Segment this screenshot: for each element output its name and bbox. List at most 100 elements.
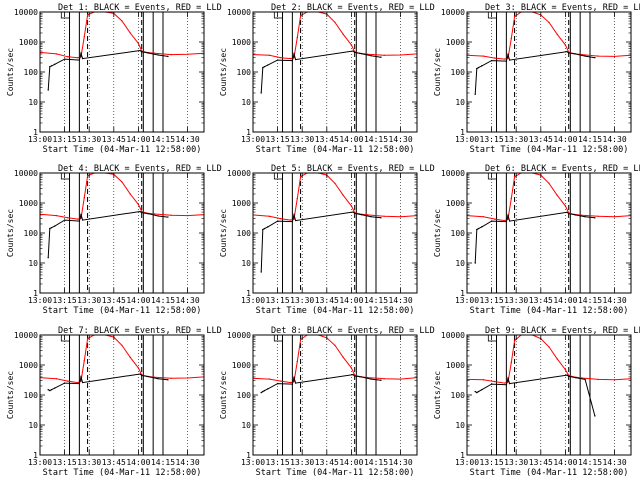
- series-events-point: [50, 389, 53, 391]
- panel-data: [40, 12, 204, 132]
- y-tick-label: 10: [455, 98, 465, 107]
- series-lld-point: [129, 356, 131, 359]
- series-lld-point: [77, 218, 79, 220]
- series-events-point: [80, 376, 82, 378]
- x-tick-label: 14:30: [603, 296, 627, 305]
- series-lld-point: [399, 215, 402, 218]
- series-lld-point: [564, 44, 567, 46]
- panel-title: Det 7: BLACK = Events, RED = LLD: [58, 326, 222, 336]
- y-tick-label: 1000: [446, 199, 465, 208]
- series-lld-point: [55, 214, 58, 217]
- x-tick-label: 13:00: [455, 458, 479, 467]
- series-lld-point: [268, 378, 271, 380]
- y-tick-label: 1: [246, 128, 251, 137]
- plot-frame: [466, 11, 632, 133]
- x-tick-label: 13:15: [480, 135, 504, 144]
- series-lld-point: [186, 214, 189, 217]
- panel-title: Det 4: BLACK = Events, RED = LLD: [58, 164, 222, 174]
- x-tick-label: 14:00: [126, 135, 150, 144]
- x-tick-label: 13:45: [102, 135, 126, 144]
- series-lld-point: [290, 381, 292, 384]
- series-lld-point: [504, 219, 506, 222]
- x-tick-label: 14:15: [151, 458, 175, 467]
- guard-bracket: [273, 12, 283, 19]
- panel-det-2: Det 2: BLACK = Events, RED = LLD 1 10 100 10…: [219, 3, 435, 155]
- plot-frame: [252, 172, 418, 294]
- panel-title: Det 6: BLACK = Events, RED = LLD: [485, 164, 640, 174]
- series-lld-point: [494, 380, 496, 383]
- y-axis-label: Counts/sec: [433, 209, 442, 257]
- series-events-point: [293, 376, 295, 379]
- series-events-point: [474, 93, 476, 96]
- panel-data: [467, 173, 631, 293]
- series-lld-point: [186, 377, 189, 379]
- series-events-point: [140, 211, 143, 214]
- y-tick-label: 10: [241, 259, 251, 268]
- series-events-point: [276, 59, 279, 61]
- y-tick-label: 10: [455, 421, 465, 430]
- y-tick-label: 1000: [19, 361, 38, 370]
- y-tick-label: 10: [28, 98, 38, 107]
- y-tick-label: 100: [451, 391, 466, 400]
- series-events-point: [50, 227, 53, 229]
- series-events-point: [508, 382, 511, 385]
- y-tick-label: 100: [237, 391, 252, 400]
- series-events-point: [157, 377, 159, 380]
- series-events-line: [260, 211, 381, 273]
- series-events-point: [477, 227, 480, 230]
- series-lld-point: [383, 215, 385, 218]
- series-lld-point: [121, 20, 123, 22]
- x-axis-label: Start Time (04-Mar-11 12:58:00): [43, 306, 202, 316]
- series-events-point: [594, 415, 596, 417]
- series-lld-point: [504, 382, 506, 384]
- series-events-point: [291, 220, 294, 223]
- series-lld-point: [597, 55, 599, 57]
- x-tick-label: 13:30: [290, 296, 314, 305]
- series-events-point: [81, 219, 84, 221]
- series-events-point: [566, 211, 568, 213]
- y-tick-label: 10000: [441, 169, 465, 178]
- series-lld-point: [597, 378, 599, 381]
- x-tick-label: 13:00: [28, 296, 52, 305]
- y-tick-label: 100: [24, 68, 39, 77]
- x-tick-label: 13:00: [241, 135, 265, 144]
- series-lld-point: [299, 15, 302, 17]
- guard-bracket: [487, 173, 497, 180]
- series-events-point: [262, 390, 264, 393]
- x-tick-label: 13:00: [241, 296, 265, 305]
- x-tick-label: 13:45: [529, 296, 553, 305]
- plot-frame: [39, 11, 205, 133]
- series-events-point: [157, 54, 159, 56]
- series-lld-point: [77, 381, 79, 384]
- series-lld-point: [507, 218, 509, 220]
- y-tick-label: 1000: [232, 361, 251, 370]
- y-tick-label: 10000: [227, 169, 251, 178]
- series-events-point: [574, 376, 576, 379]
- series-events-point: [574, 53, 576, 55]
- x-tick-label: 13:00: [455, 296, 479, 305]
- series-events-point: [370, 54, 372, 57]
- x-tick-label: 13:15: [266, 458, 290, 467]
- series-events-point: [507, 53, 509, 56]
- x-tick-label: 14:00: [339, 458, 363, 467]
- series-events-point: [353, 212, 356, 215]
- plot-frame: [39, 334, 205, 456]
- series-events-point: [263, 66, 266, 68]
- x-tick-label: 14:30: [603, 135, 627, 144]
- y-tick-label: 1000: [446, 361, 465, 370]
- guard-bracket: [60, 12, 70, 19]
- y-tick-label: 1: [33, 289, 38, 298]
- series-lld-point: [613, 215, 616, 218]
- series-lld-line: [467, 173, 631, 222]
- series-events-point: [54, 63, 56, 66]
- series-events-point: [157, 215, 159, 217]
- series-events-point: [584, 378, 586, 381]
- x-tick-label: 14:00: [339, 135, 363, 144]
- series-events-point: [263, 389, 266, 392]
- series-lld-point: [597, 215, 599, 218]
- series-events-line: [260, 374, 381, 394]
- y-tick-label: 10: [241, 98, 251, 107]
- y-tick-label: 10000: [441, 8, 465, 17]
- x-tick-label: 14:30: [176, 135, 200, 144]
- x-tick-label: 13:00: [241, 458, 265, 467]
